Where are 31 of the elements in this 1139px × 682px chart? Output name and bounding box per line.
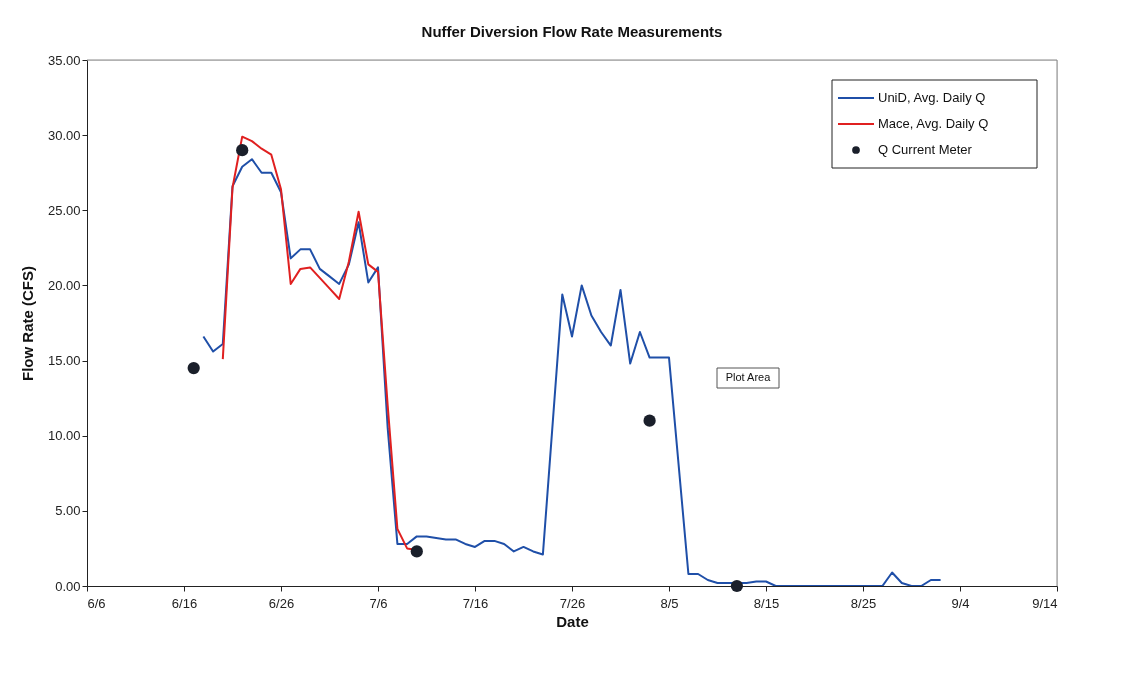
legend-label: Q Current Meter (878, 142, 973, 157)
legend-label: UniD, Avg. Daily Q (878, 90, 986, 105)
x-tick-label: 6/16 (171, 595, 198, 611)
x-tick-label: 9/4 (951, 595, 970, 611)
x-tick-label: 7/6 (369, 595, 388, 611)
chart-title: Nuffer Diversion Flow Rate Measurements (421, 23, 723, 40)
x-tick-label: 9/14 (1032, 595, 1058, 611)
y-tick-label: 20.00 (47, 277, 81, 293)
x-tick-label: 7/26 (559, 595, 586, 611)
y-axis-title: Flow Rate (CFS) (18, 266, 36, 381)
x-tick-label: 6/6 (87, 595, 106, 611)
y-tick-label: 30.00 (47, 127, 81, 143)
y-tick-label: 15.00 (47, 353, 81, 369)
y-tick-label: 35.00 (47, 52, 81, 68)
x-tick-label: 8/5 (660, 595, 679, 611)
y-tick-label: 0.00 (55, 578, 81, 594)
y-tick-label: 25.00 (47, 202, 81, 218)
x-tick-label: 8/25 (850, 595, 877, 611)
x-axis-title: Date (556, 612, 589, 630)
x-tick-label: 7/16 (462, 595, 489, 611)
point (187, 361, 200, 375)
point (410, 545, 423, 558)
point (643, 414, 656, 427)
y-tick-label: 5.00 (55, 503, 81, 519)
y-tick-label: 10.00 (47, 428, 81, 444)
point (730, 579, 744, 593)
x-tick-label: 6/26 (268, 595, 295, 611)
point (236, 144, 249, 157)
x-tick-label: 8/15 (753, 595, 780, 611)
legend-label: Mace, Avg. Daily Q (878, 116, 989, 131)
annotation: Plot Area (725, 371, 772, 383)
